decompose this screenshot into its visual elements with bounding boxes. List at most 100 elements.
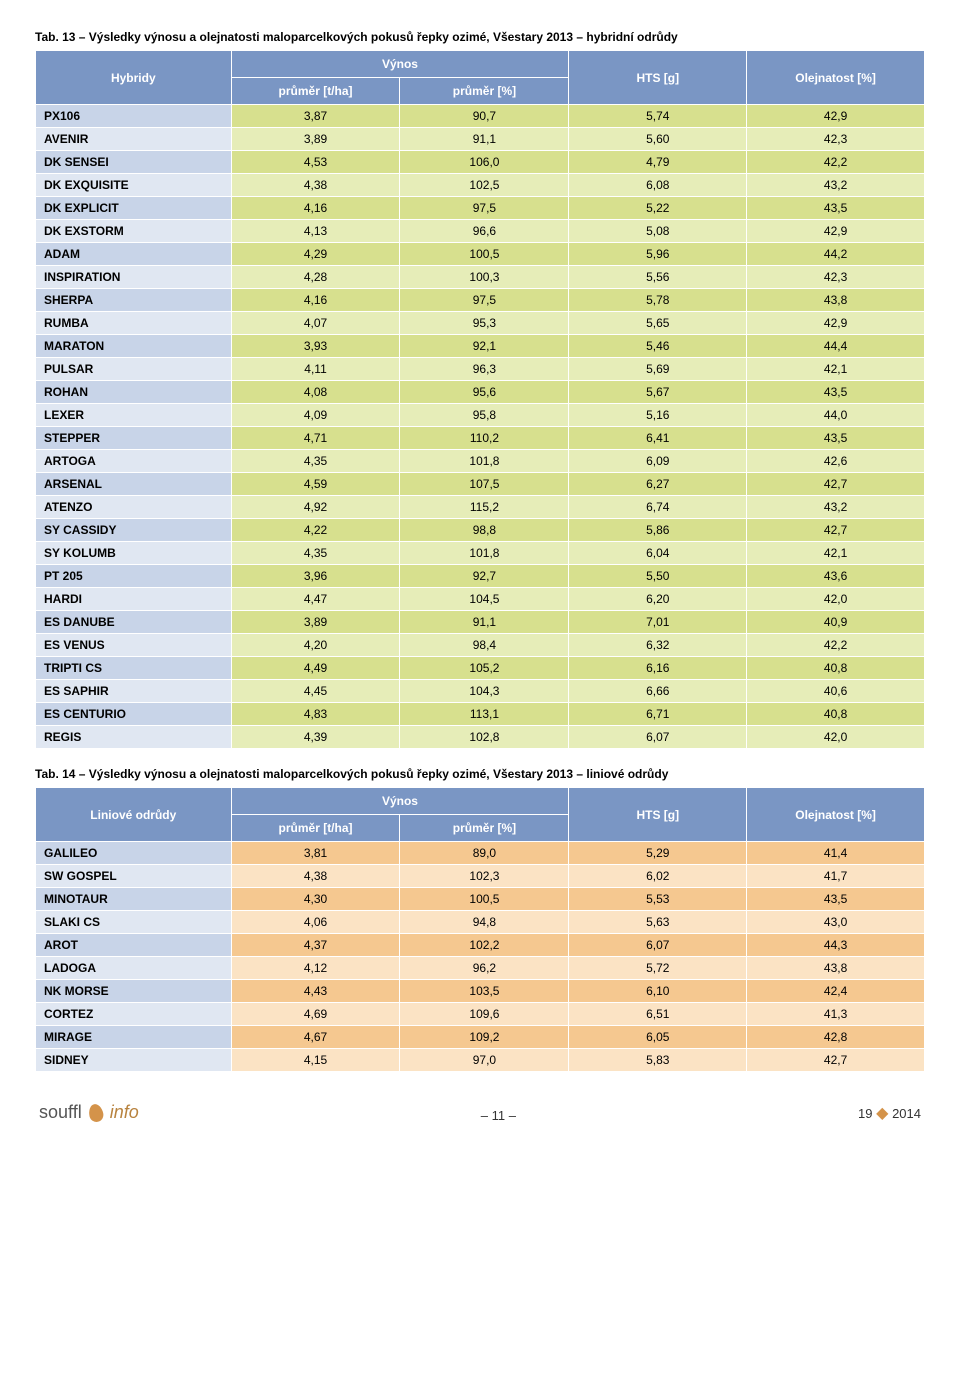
- th-hybridy: Hybridy: [36, 51, 232, 105]
- cell-v1: 4,30: [231, 888, 400, 911]
- cell-name: SY CASSIDY: [36, 519, 232, 542]
- cell-hts: 7,01: [569, 611, 747, 634]
- table-row: MIRAGE4,67109,26,0542,8: [36, 1026, 925, 1049]
- table-row: AVENIR3,8991,15,6042,3: [36, 128, 925, 151]
- cell-name: INSPIRATION: [36, 266, 232, 289]
- dot-icon: ◆: [876, 1105, 888, 1122]
- cell-v1: 4,08: [231, 381, 400, 404]
- table-row: SLAKI CS4,0694,85,6343,0: [36, 911, 925, 934]
- cell-name: CORTEZ: [36, 1003, 232, 1026]
- table-row: PT 2053,9692,75,5043,6: [36, 565, 925, 588]
- cell-name: ADAM: [36, 243, 232, 266]
- cell-oil: 43,0: [747, 911, 925, 934]
- cell-v2: 100,5: [400, 888, 569, 911]
- cell-name: MIRAGE: [36, 1026, 232, 1049]
- th2-oil: Olejnatost [%]: [747, 788, 925, 842]
- table-row: ATENZO4,92115,26,7443,2: [36, 496, 925, 519]
- cell-v1: 4,45: [231, 680, 400, 703]
- cell-name: LEXER: [36, 404, 232, 427]
- cell-oil: 42,2: [747, 151, 925, 174]
- cell-oil: 44,4: [747, 335, 925, 358]
- cell-oil: 42,3: [747, 266, 925, 289]
- table-row: SY KOLUMB4,35101,86,0442,1: [36, 542, 925, 565]
- cell-v1: 3,96: [231, 565, 400, 588]
- cell-v1: 3,93: [231, 335, 400, 358]
- cell-v2: 110,2: [400, 427, 569, 450]
- table-row: HARDI4,47104,56,2042,0: [36, 588, 925, 611]
- cell-v2: 113,1: [400, 703, 569, 726]
- cell-oil: 42,9: [747, 312, 925, 335]
- table-row: CORTEZ4,69109,66,5141,3: [36, 1003, 925, 1026]
- cell-v1: 4,28: [231, 266, 400, 289]
- cell-hts: 5,78: [569, 289, 747, 312]
- cell-name: MARATON: [36, 335, 232, 358]
- table-row: ES SAPHIR4,45104,36,6640,6: [36, 680, 925, 703]
- table-row: ES DANUBE3,8991,17,0140,9: [36, 611, 925, 634]
- cell-v2: 89,0: [400, 842, 569, 865]
- table-row: ROHAN4,0895,65,6743,5: [36, 381, 925, 404]
- table2-body: GALILEO3,8189,05,2941,4SW GOSPEL4,38102,…: [36, 842, 925, 1072]
- th2-hts: HTS [g]: [569, 788, 747, 842]
- cell-name: HARDI: [36, 588, 232, 611]
- table-row: AROT4,37102,26,0744,3: [36, 934, 925, 957]
- cell-name: ES VENUS: [36, 634, 232, 657]
- cell-oil: 40,9: [747, 611, 925, 634]
- cell-name: RUMBA: [36, 312, 232, 335]
- cell-oil: 44,3: [747, 934, 925, 957]
- cell-hts: 6,07: [569, 934, 747, 957]
- cell-v2: 91,1: [400, 611, 569, 634]
- cell-name: DK EXSTORM: [36, 220, 232, 243]
- cell-name: PT 205: [36, 565, 232, 588]
- cell-hts: 5,96: [569, 243, 747, 266]
- table-row: GALILEO3,8189,05,2941,4: [36, 842, 925, 865]
- cell-v1: 4,38: [231, 865, 400, 888]
- cell-oil: 43,5: [747, 888, 925, 911]
- cell-v1: 4,83: [231, 703, 400, 726]
- cell-hts: 5,69: [569, 358, 747, 381]
- cell-oil: 43,5: [747, 427, 925, 450]
- cell-oil: 44,0: [747, 404, 925, 427]
- th-v2: průměr [%]: [400, 78, 569, 105]
- cell-v2: 97,5: [400, 289, 569, 312]
- cell-v1: 4,16: [231, 289, 400, 312]
- cell-oil: 43,8: [747, 289, 925, 312]
- cell-v1: 4,49: [231, 657, 400, 680]
- cell-hts: 6,66: [569, 680, 747, 703]
- issue-year: 19 ◆ 2014: [858, 1103, 921, 1123]
- cell-v2: 92,7: [400, 565, 569, 588]
- cell-v1: 3,87: [231, 105, 400, 128]
- cell-v2: 104,3: [400, 680, 569, 703]
- cell-v1: 4,69: [231, 1003, 400, 1026]
- table-row: DK EXQUISITE4,38102,56,0843,2: [36, 174, 925, 197]
- table-row: STEPPER4,71110,26,4143,5: [36, 427, 925, 450]
- table-row: PX1063,8790,75,7442,9: [36, 105, 925, 128]
- cell-hts: 6,51: [569, 1003, 747, 1026]
- cell-v1: 4,20: [231, 634, 400, 657]
- table2: Liniové odrůdy Výnos HTS [g] Olejnatost …: [35, 787, 925, 1072]
- table-row: INSPIRATION4,28100,35,5642,3: [36, 266, 925, 289]
- logo-info-text: info: [110, 1102, 139, 1123]
- cell-name: NK MORSE: [36, 980, 232, 1003]
- logo-souffl-text: souffl: [39, 1102, 82, 1123]
- cell-v1: 4,67: [231, 1026, 400, 1049]
- cell-oil: 42,7: [747, 473, 925, 496]
- issue-year-value: 2014: [892, 1106, 921, 1121]
- table-row: NK MORSE4,43103,56,1042,4: [36, 980, 925, 1003]
- page: Tab. 13 – Výsledky výnosu a olejnatosti …: [0, 0, 960, 1133]
- cell-hts: 5,56: [569, 266, 747, 289]
- cell-oil: 43,5: [747, 197, 925, 220]
- cell-name: LADOGA: [36, 957, 232, 980]
- cell-oil: 42,6: [747, 450, 925, 473]
- cell-hts: 6,41: [569, 427, 747, 450]
- cell-name: ARSENAL: [36, 473, 232, 496]
- cell-name: AVENIR: [36, 128, 232, 151]
- cell-oil: 40,6: [747, 680, 925, 703]
- cell-name: SY KOLUMB: [36, 542, 232, 565]
- cell-v1: 4,59: [231, 473, 400, 496]
- cell-v2: 107,5: [400, 473, 569, 496]
- table-row: SIDNEY4,1597,05,8342,7: [36, 1049, 925, 1072]
- table-row: ARSENAL4,59107,56,2742,7: [36, 473, 925, 496]
- cell-hts: 5,63: [569, 911, 747, 934]
- cell-oil: 43,8: [747, 957, 925, 980]
- cell-oil: 42,4: [747, 980, 925, 1003]
